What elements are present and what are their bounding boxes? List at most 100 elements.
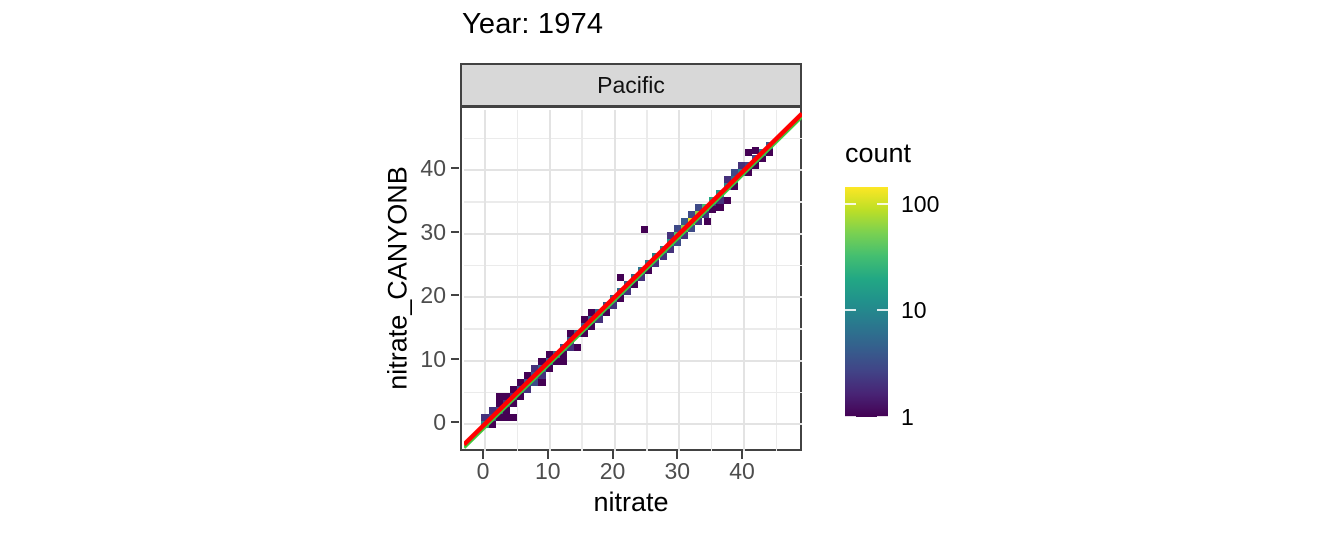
bin-cell: [702, 211, 710, 219]
bin-cell: [509, 399, 518, 407]
bin-cell: [531, 378, 539, 386]
bin-cell: [495, 413, 503, 421]
bin-cell: [688, 225, 696, 233]
bin-cell: [602, 308, 610, 316]
bin-cell: [517, 392, 525, 400]
bin-cell: [659, 253, 667, 261]
bin-cell: [652, 260, 660, 268]
y-tick-mark: [451, 167, 459, 170]
bin-cell: [695, 218, 703, 226]
bin-cell: [502, 392, 510, 400]
legend-tick-label: 10: [901, 297, 927, 324]
bin-cell: [673, 239, 681, 247]
bin-cell: [538, 378, 546, 386]
bin-cell: [559, 350, 567, 358]
bin-cell: [545, 350, 553, 358]
x-tick-mark: [676, 451, 679, 459]
gridline-major-y: [464, 232, 802, 235]
bin-cell: [709, 205, 717, 213]
gridline-minor-x: [710, 110, 713, 451]
bin-cell: [524, 371, 532, 379]
bin-cell: [566, 329, 574, 337]
bin-cell: [581, 315, 589, 323]
bin-cell: [559, 357, 567, 365]
facet-strip: Pacific: [460, 63, 802, 107]
bin-cell: [495, 392, 503, 400]
bin-cell: [766, 148, 774, 156]
bin-cell: [545, 364, 553, 372]
bin-cell: [730, 183, 738, 191]
gridline-major-x: [613, 110, 616, 451]
x-axis-title: nitrate: [593, 487, 669, 517]
bin-cell: [695, 204, 703, 212]
y-tick-label: 0: [433, 409, 446, 435]
gridline-minor-x: [646, 110, 648, 451]
gridline-major-x: [678, 110, 681, 451]
bin-cell: [703, 218, 711, 226]
bin-cell: [502, 406, 510, 414]
bin-cell: [631, 281, 639, 289]
gridline-major-y: [464, 296, 802, 299]
bin-cell: [538, 371, 546, 379]
bin-cell: [531, 364, 539, 372]
gridline-major-y: [464, 423, 802, 425]
bin-cell: [502, 413, 510, 421]
legend-colorbar: [845, 187, 888, 417]
bin-cell: [488, 420, 496, 428]
bin-cell: [752, 162, 760, 170]
gridline-minor-x: [581, 110, 583, 451]
bin-cell: [581, 329, 589, 337]
bin-cell: [552, 357, 560, 365]
bin-cell: [566, 343, 574, 351]
gridline-minor-x: [775, 110, 778, 451]
bin-cell: [609, 301, 617, 309]
gridline-major-y: [464, 359, 802, 362]
bin-cell: [716, 204, 724, 212]
legend-tick: [877, 416, 888, 418]
bin-cell: [616, 294, 624, 302]
bin-cell: [574, 343, 582, 351]
legend-tick: [877, 202, 888, 205]
gridline-minor-x: [516, 110, 519, 451]
plot-title: Year: 1974: [462, 8, 604, 40]
legend-title: count: [845, 138, 912, 168]
bin-cell: [680, 232, 688, 240]
bin-cell: [744, 169, 753, 177]
y-tick-mark: [451, 294, 459, 297]
x-tick-label: 0: [476, 458, 490, 484]
bin-cell: [730, 169, 738, 177]
x-tick-mark: [546, 451, 549, 459]
bin-cell: [481, 413, 489, 421]
bin-cell: [623, 287, 631, 295]
bin-cell: [666, 246, 674, 254]
bin-cell: [673, 225, 681, 233]
legend-tick: [845, 309, 856, 312]
bin-cell: [538, 357, 546, 365]
bin-cell: [716, 197, 724, 205]
bin-cell: [616, 274, 624, 282]
y-tick-mark: [451, 230, 459, 233]
gridline-minor-y: [464, 328, 802, 330]
bin-cell: [640, 226, 648, 234]
gridline-minor-y: [464, 391, 802, 394]
gridline-major-x: [743, 110, 745, 451]
identity-line: [464, 112, 802, 447]
legend-tick-label: 1: [901, 404, 914, 430]
bin-cell: [666, 232, 674, 240]
gridline-major-y: [464, 169, 802, 172]
y-tick-mark: [451, 421, 459, 423]
bin-cell: [595, 315, 603, 323]
y-tick-label: 10: [420, 345, 446, 372]
gridline-minor-y: [464, 201, 802, 203]
bin-cell: [509, 413, 518, 421]
legend-tick: [877, 309, 888, 312]
bin-cell: [588, 322, 596, 330]
x-tick-label: 40: [729, 458, 755, 484]
panel-inner: [464, 110, 802, 451]
x-tick-mark: [482, 451, 484, 459]
bin-cell: [509, 385, 518, 393]
x-tick-mark: [611, 451, 614, 459]
y-tick-label: 20: [420, 282, 446, 309]
y-tick-mark: [451, 357, 459, 360]
